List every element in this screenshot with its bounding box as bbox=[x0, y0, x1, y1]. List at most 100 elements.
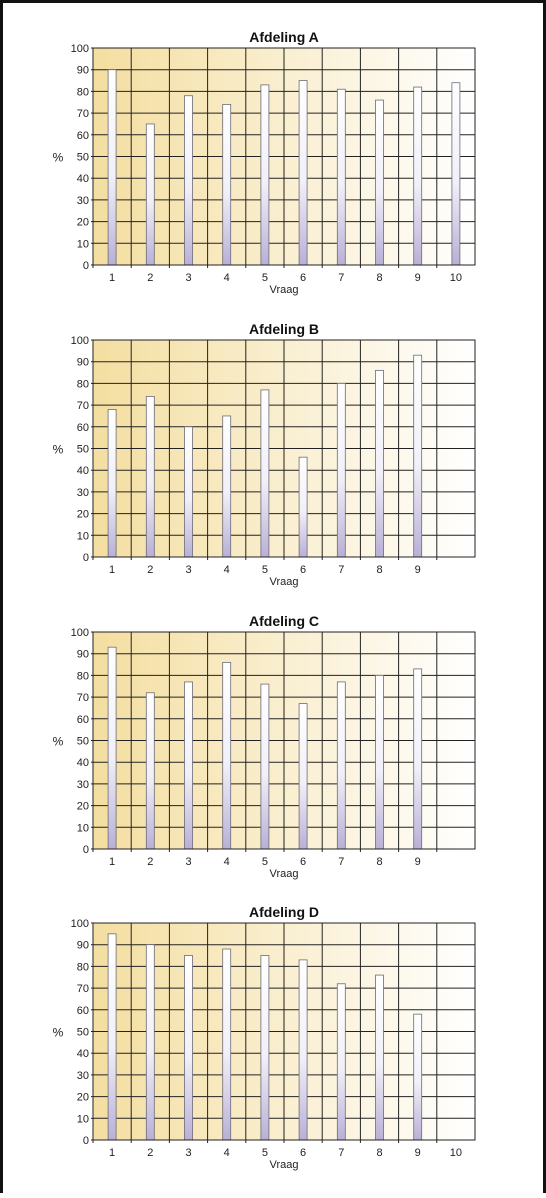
chart-title: Afdeling D bbox=[249, 904, 319, 920]
y-tick-label: 70 bbox=[77, 400, 89, 412]
x-tick-label: 1 bbox=[109, 856, 115, 868]
x-tick-label: 4 bbox=[224, 1147, 230, 1159]
bar-2 bbox=[145, 944, 155, 1141]
bar-chart-3: 0 10 20 30 40 50 60 70 80 90 100 1 2 3 4 5 6 7 8 9 Afdeling … bbox=[53, 613, 476, 880]
y-tick-label: 50 bbox=[77, 444, 89, 456]
y-tick-label: 10 bbox=[77, 1113, 89, 1125]
y-tick-label: 60 bbox=[77, 422, 89, 434]
chart-panel-1: 0 10 20 30 40 50 60 70 80 90 100 1 2 3 4 5 6 7 8 9 10 Afdelin… bbox=[0, 22, 546, 318]
x-tick-label: 5 bbox=[262, 1147, 268, 1159]
x-tick-label: 9 bbox=[415, 856, 421, 868]
bar-3 bbox=[184, 426, 193, 558]
y-tick-label: 50 bbox=[77, 1027, 89, 1039]
bar-4 bbox=[222, 661, 232, 850]
x-tick-label: 2 bbox=[147, 1147, 153, 1159]
x-tick-label: 5 bbox=[262, 856, 268, 868]
x-tick-label: 5 bbox=[262, 564, 268, 576]
bar-1 bbox=[107, 646, 117, 850]
bar-8 bbox=[375, 99, 384, 266]
y-tick-label: 10 bbox=[77, 530, 89, 542]
x-tick-label: 5 bbox=[262, 272, 268, 284]
y-tick-label: 40 bbox=[77, 1048, 89, 1060]
x-tick-label: 10 bbox=[450, 1147, 462, 1159]
x-tick-label: 3 bbox=[185, 1147, 191, 1159]
bar-4 bbox=[222, 104, 232, 266]
bar-7 bbox=[336, 983, 346, 1141]
bar-1 bbox=[107, 69, 117, 266]
bar-2 bbox=[145, 692, 155, 850]
y-tick-label: 40 bbox=[77, 465, 89, 477]
y-tick-label: 80 bbox=[77, 961, 89, 973]
y-tick-label: 20 bbox=[77, 217, 89, 229]
y-axis-label: % bbox=[53, 151, 64, 165]
x-tick-label: 7 bbox=[338, 272, 344, 284]
y-tick-label: 80 bbox=[77, 670, 89, 682]
y-tick-label: 50 bbox=[77, 736, 89, 748]
y-tick-label: 70 bbox=[77, 692, 89, 704]
x-tick-label: 1 bbox=[109, 564, 115, 576]
y-tick-label: 90 bbox=[77, 65, 89, 77]
y-tick-label: 70 bbox=[77, 108, 89, 120]
bar-7 bbox=[336, 88, 346, 266]
x-tick-label: 2 bbox=[147, 564, 153, 576]
y-tick-label: 100 bbox=[71, 918, 89, 930]
x-tick-label: 1 bbox=[109, 272, 115, 284]
y-tick-label: 100 bbox=[71, 43, 89, 55]
y-tick-label: 40 bbox=[77, 173, 89, 185]
y-tick-label: 60 bbox=[77, 714, 89, 726]
bar-chart-1: 0 10 20 30 40 50 60 70 80 90 100 1 2 3 4 5 6 7 8 9 10 Afdelin… bbox=[53, 29, 476, 296]
x-axis-label: Vraag bbox=[270, 868, 299, 880]
y-axis-label: % bbox=[53, 1026, 64, 1040]
x-tick-label: 8 bbox=[376, 272, 382, 284]
bar-10 bbox=[451, 82, 461, 266]
y-tick-label: 30 bbox=[77, 1070, 89, 1082]
y-tick-label: 90 bbox=[77, 357, 89, 369]
x-tick-label: 9 bbox=[415, 272, 421, 284]
x-axis-label: Vraag bbox=[270, 576, 299, 588]
bar-7 bbox=[336, 681, 346, 850]
y-tick-label: 0 bbox=[83, 1135, 89, 1147]
x-tick-label: 6 bbox=[300, 564, 306, 576]
bar-9 bbox=[413, 354, 423, 558]
bar-7 bbox=[336, 383, 346, 558]
y-axis-label: % bbox=[53, 735, 64, 749]
y-tick-label: 20 bbox=[77, 801, 89, 813]
bar-9 bbox=[413, 1013, 423, 1141]
y-tick-label: 90 bbox=[77, 649, 89, 661]
y-tick-label: 100 bbox=[71, 627, 89, 639]
x-tick-label: 2 bbox=[147, 856, 153, 868]
y-tick-label: 60 bbox=[77, 130, 89, 142]
x-tick-label: 7 bbox=[338, 1147, 344, 1159]
y-tick-label: 100 bbox=[71, 335, 89, 347]
bar-chart-4: 0 10 20 30 40 50 60 70 80 90 100 1 2 3 4 5 6 7 8 9 10 Afdelin… bbox=[53, 904, 476, 1171]
x-tick-label: 3 bbox=[185, 272, 191, 284]
bar-5 bbox=[260, 84, 270, 266]
y-tick-label: 0 bbox=[83, 260, 89, 272]
y-tick-label: 70 bbox=[77, 983, 89, 995]
chart-title: Afdeling B bbox=[249, 321, 319, 337]
y-tick-label: 80 bbox=[77, 86, 89, 98]
y-tick-label: 90 bbox=[77, 940, 89, 952]
bar-4 bbox=[222, 415, 232, 558]
x-tick-label: 1 bbox=[109, 1147, 115, 1159]
x-tick-label: 9 bbox=[415, 564, 421, 576]
x-tick-label: 4 bbox=[224, 272, 230, 284]
chart-panel-4: 0 10 20 30 40 50 60 70 80 90 100 1 2 3 4 5 6 7 8 9 10 Afdelin… bbox=[0, 897, 546, 1193]
x-tick-label: 3 bbox=[185, 856, 191, 868]
bar-5 bbox=[260, 955, 270, 1141]
x-tick-label: 6 bbox=[300, 856, 306, 868]
x-tick-label: 4 bbox=[224, 564, 230, 576]
chart-panel-2: 0 10 20 30 40 50 60 70 80 90 100 1 2 3 4 5 6 7 8 9 Afdeling … bbox=[0, 314, 546, 610]
bar-9 bbox=[413, 668, 423, 850]
x-tick-label: 9 bbox=[415, 1147, 421, 1159]
y-tick-label: 20 bbox=[77, 1092, 89, 1104]
x-tick-label: 7 bbox=[338, 564, 344, 576]
x-tick-label: 6 bbox=[300, 272, 306, 284]
y-tick-label: 30 bbox=[77, 487, 89, 499]
bar-2 bbox=[145, 123, 155, 266]
bar-8 bbox=[375, 974, 384, 1141]
x-tick-label: 6 bbox=[300, 1147, 306, 1159]
x-tick-label: 8 bbox=[376, 564, 382, 576]
y-tick-label: 10 bbox=[77, 238, 89, 250]
x-tick-label: 7 bbox=[338, 856, 344, 868]
